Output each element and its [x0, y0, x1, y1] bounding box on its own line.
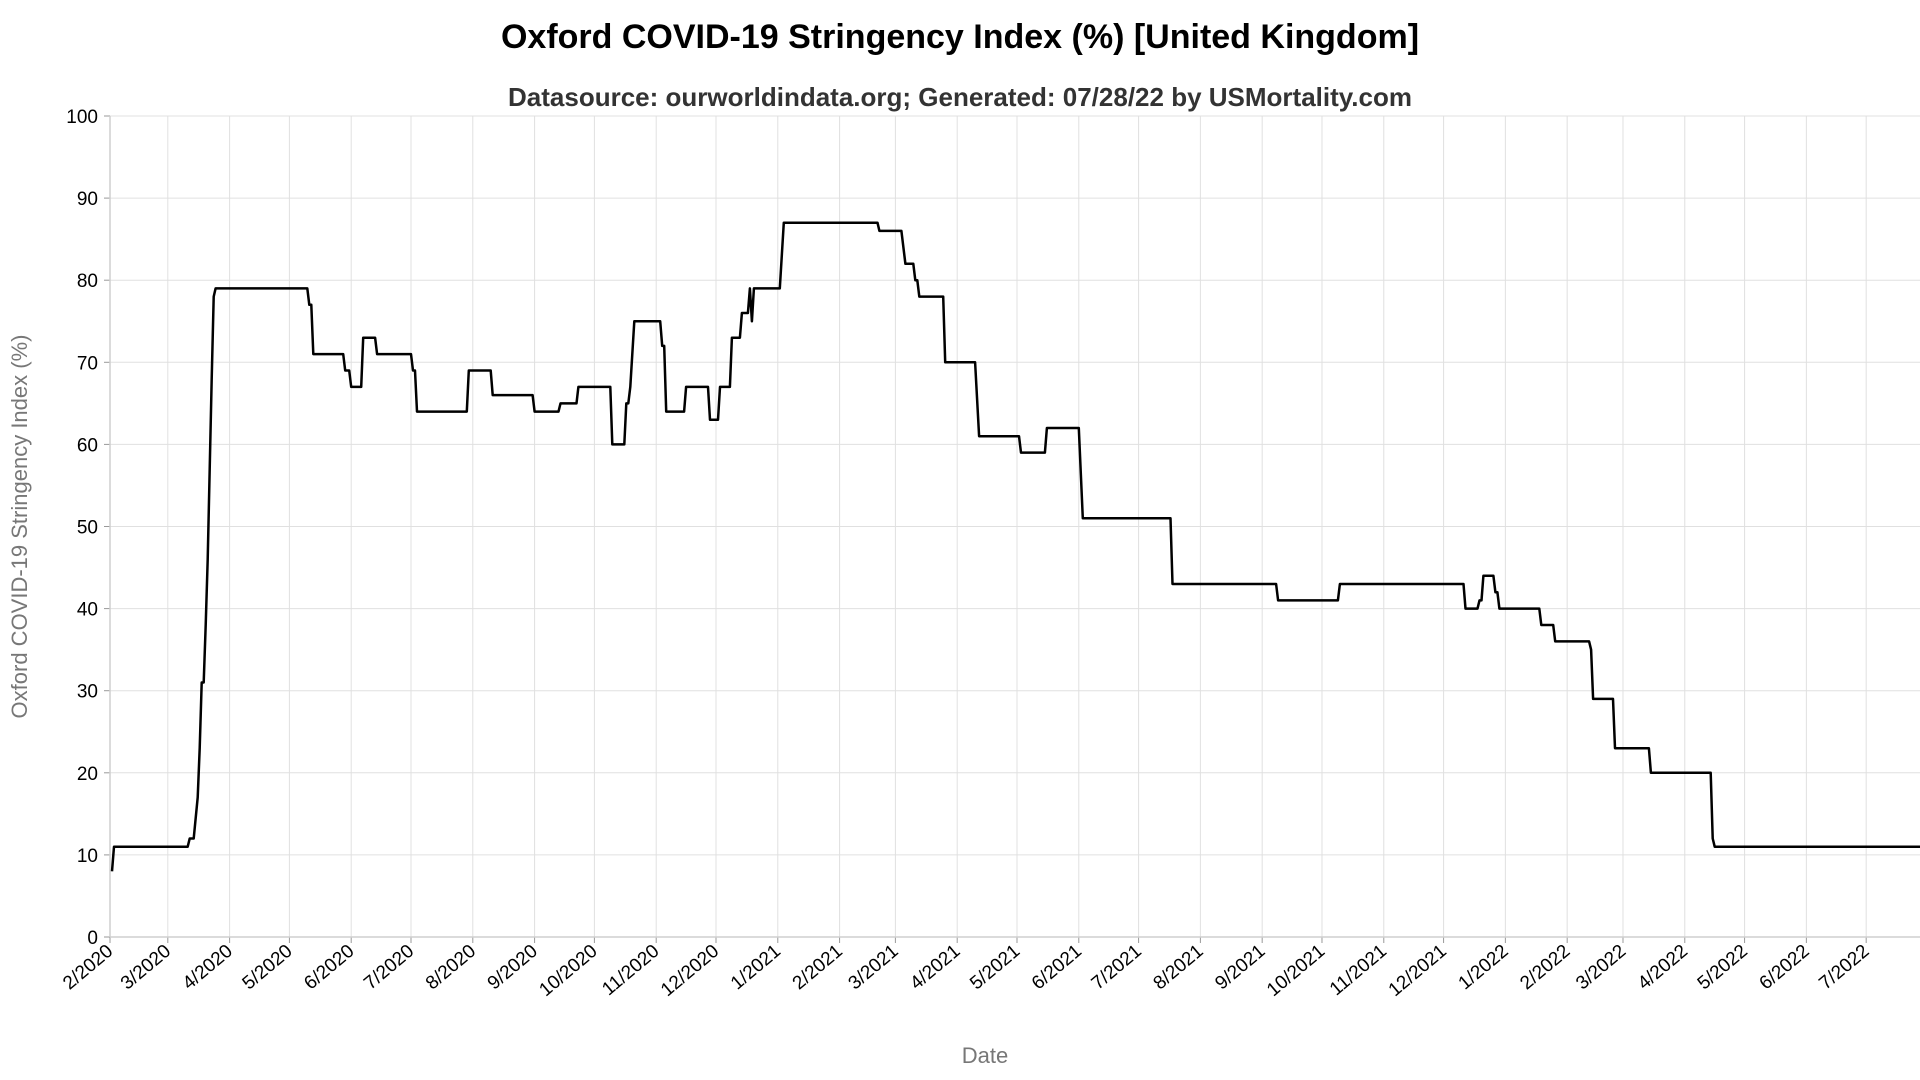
- x-tick-label: 3/2022: [1572, 941, 1630, 994]
- x-tick-label: 12/2020: [657, 941, 723, 1001]
- y-tick-label: 60: [77, 435, 98, 456]
- x-tick-label: 2/2021: [789, 941, 847, 994]
- x-tick-label: 9/2021: [1211, 941, 1269, 994]
- x-tick-label: 5/2022: [1694, 941, 1752, 994]
- y-axis-title: Oxford COVID-19 Stringency Index (%): [7, 335, 32, 719]
- x-tick-label: 6/2022: [1756, 941, 1814, 994]
- x-tick-label: 7/2020: [360, 941, 418, 994]
- y-tick-label: 90: [77, 189, 98, 210]
- x-tick-label: 9/2020: [484, 941, 542, 994]
- grid-layer: [109, 115, 1920, 938]
- x-tick-label: 12/2021: [1385, 941, 1451, 1001]
- y-tick-label: 0: [87, 928, 98, 949]
- x-tick-label: 2/2022: [1516, 941, 1574, 994]
- x-tick-label: 4/2022: [1634, 941, 1692, 994]
- x-tick-label: 5/2020: [239, 941, 297, 994]
- y-tick-label: 70: [77, 353, 98, 374]
- x-tick-label: 4/2020: [179, 941, 237, 994]
- x-tick-label: 10/2020: [535, 941, 601, 1001]
- x-tick-label: 1/2021: [727, 941, 785, 994]
- y-tick-label: 10: [77, 846, 98, 867]
- x-tick-label: 6/2020: [300, 941, 358, 994]
- axis-layer: [104, 115, 1920, 943]
- x-tick-label: 7/2022: [1815, 941, 1873, 994]
- y-tick-label: 50: [77, 518, 98, 539]
- x-tick-label: 11/2021: [1326, 941, 1391, 1000]
- x-tick-label: 10/2021: [1263, 941, 1329, 1001]
- x-tick-label: 4/2021: [906, 941, 964, 994]
- x-tick-label: 8/2020: [422, 941, 480, 994]
- y-tick-label: 40: [77, 600, 98, 621]
- y-tick-label: 100: [66, 107, 98, 128]
- x-tick-label: 3/2020: [117, 941, 175, 994]
- x-tick-label: 7/2021: [1088, 941, 1146, 994]
- series-line: [110, 221, 1920, 872]
- x-tick-label: 3/2021: [845, 941, 903, 994]
- x-tick-label: 6/2021: [1028, 941, 1086, 994]
- x-tick-label: 8/2021: [1150, 941, 1208, 994]
- chart-title: Oxford COVID-19 Stringency Index (%) [Un…: [500, 18, 1420, 56]
- y-tick-label: 20: [77, 764, 98, 785]
- y-tick-label: 30: [77, 682, 98, 703]
- series-layer: [110, 221, 1920, 872]
- chart-subtitle: Datasource: ourworldindata.org; Generate…: [508, 82, 1412, 112]
- x-tick-label: 5/2021: [966, 941, 1024, 994]
- y-tick-label: 80: [77, 271, 98, 292]
- x-tick-label: 1/2022: [1455, 941, 1513, 994]
- x-axis-title: Date: [962, 1043, 1008, 1068]
- x-tick-label: 11/2020: [598, 941, 663, 1000]
